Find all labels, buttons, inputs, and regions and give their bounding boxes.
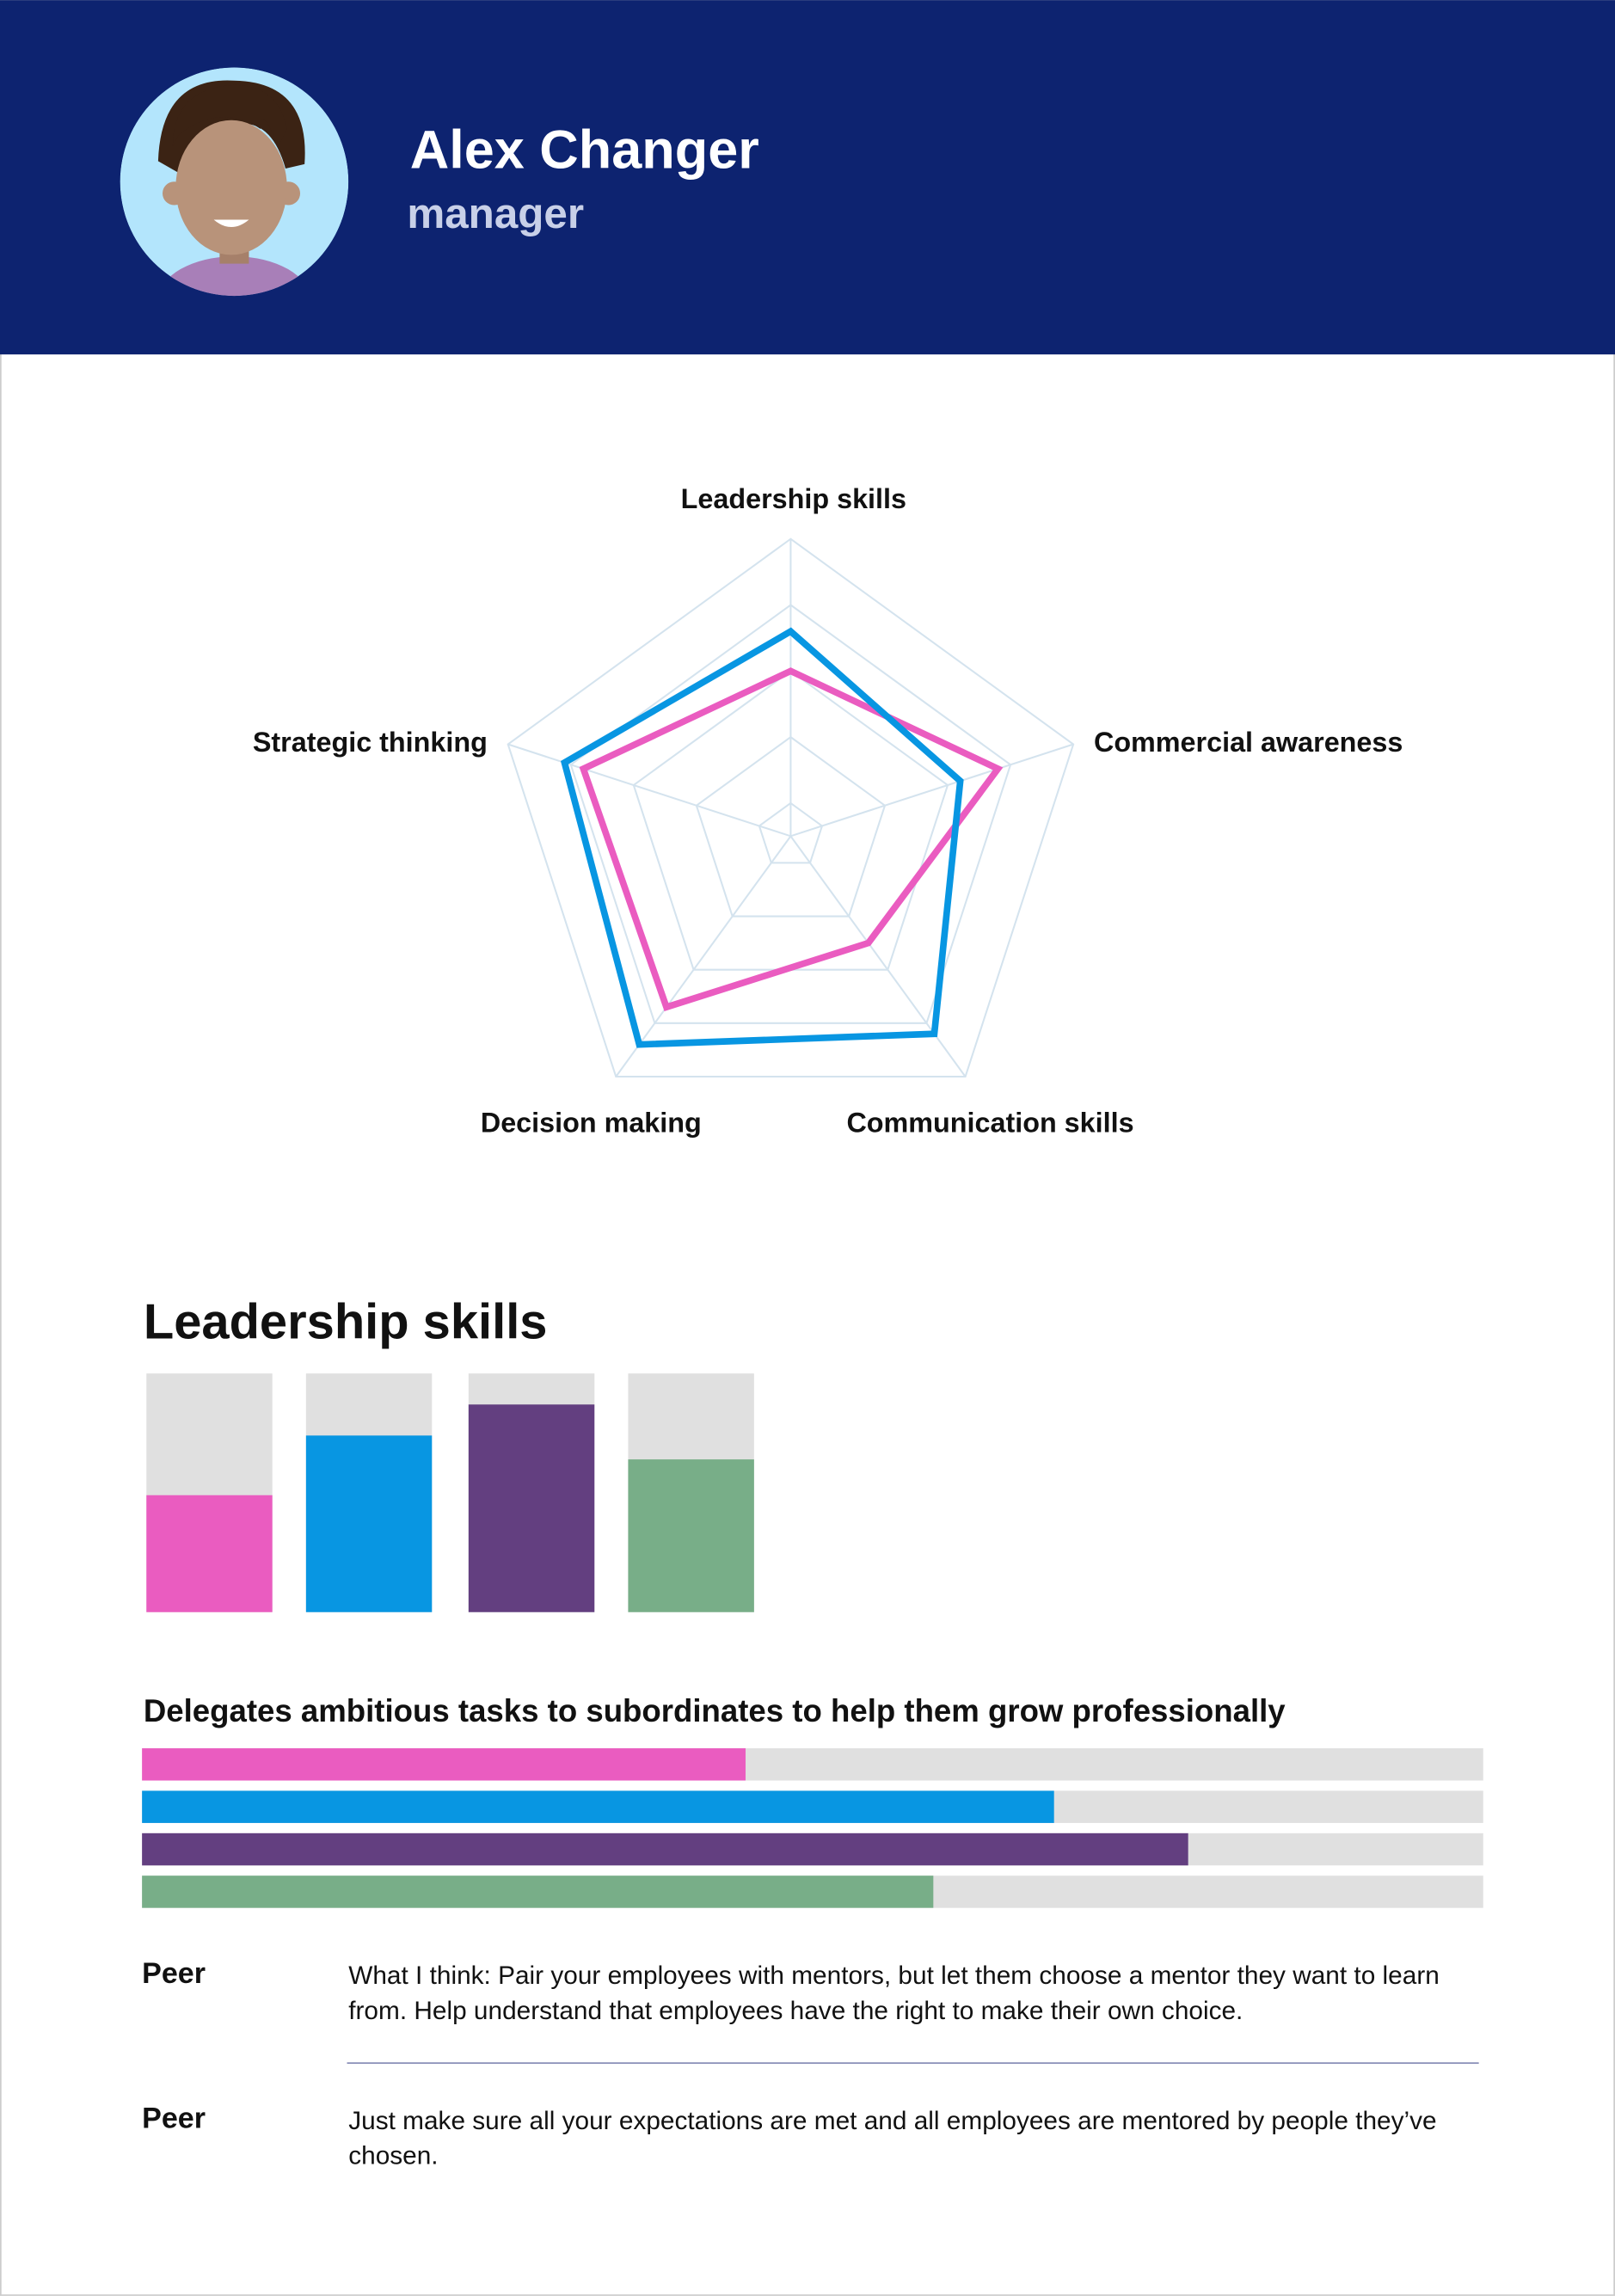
spoke — [507, 743, 791, 838]
grid-ring — [758, 801, 824, 864]
comment-author: Peer — [142, 2103, 206, 2135]
comments: Peer What I think: Pair your employees wi… — [142, 1957, 1440, 2170]
comment-text: Just make sure all your expectations are… — [348, 2105, 1437, 2170]
bar — [468, 1404, 595, 1612]
bar — [146, 1495, 273, 1612]
person-role: manager — [407, 190, 584, 237]
axis-label: Commercial awareness — [1094, 727, 1403, 758]
person-name: Alex Changer — [410, 120, 759, 181]
comment-box: Just make sure all your expectations are… — [348, 2105, 1437, 2170]
avatar — [120, 67, 349, 297]
bar — [142, 1790, 1054, 1823]
grid-ring — [695, 735, 887, 918]
grid-ring — [507, 537, 1075, 1077]
spoke — [790, 743, 1074, 838]
bar — [142, 1833, 1188, 1866]
comment-author: Peer — [142, 1957, 206, 1990]
radar-line — [579, 667, 1004, 1011]
axis-label: Strategic thinking — [253, 727, 488, 758]
question-title: Delegates ambitious tasks to subordinate… — [144, 1693, 1286, 1728]
axis-label: Leadership skills — [681, 483, 906, 514]
bar — [305, 1435, 433, 1612]
spoke — [615, 835, 792, 1077]
bar — [142, 1748, 746, 1781]
comment-text: What I think: Pair your employees with m… — [348, 1960, 1440, 2025]
section-title: Leadership skills — [144, 1294, 548, 1349]
axis-label: Communication skills — [846, 1108, 1133, 1139]
radar-line — [560, 627, 964, 1048]
bar — [142, 1875, 934, 1908]
comment-box: What I think: Pair your employees with m… — [348, 1960, 1440, 2025]
axis-label: Decision making — [481, 1108, 702, 1139]
bar — [628, 1459, 754, 1612]
